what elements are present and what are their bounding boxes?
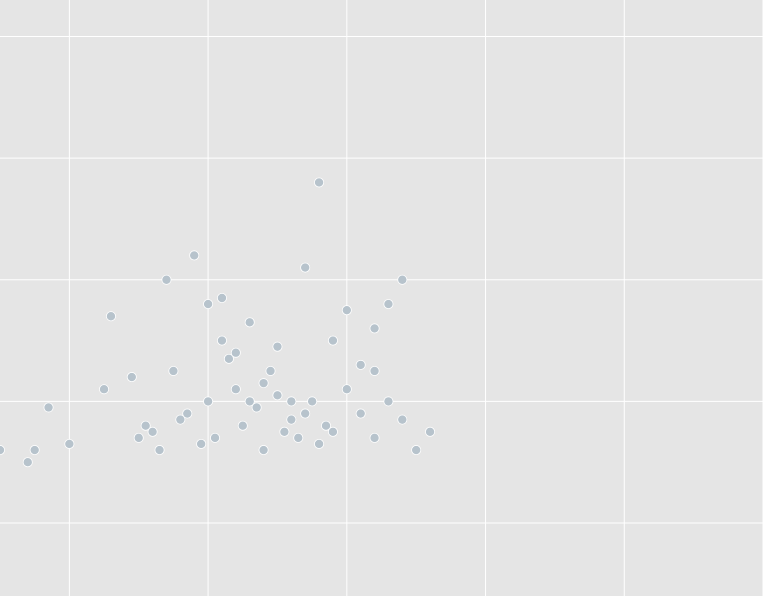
data-point bbox=[369, 365, 380, 376]
data-point bbox=[314, 177, 325, 188]
data-point bbox=[293, 432, 304, 443]
data-point bbox=[216, 335, 227, 346]
data-point bbox=[307, 396, 318, 407]
data-point bbox=[105, 311, 116, 322]
data-point bbox=[279, 426, 290, 437]
data-point bbox=[355, 359, 366, 370]
data-point bbox=[203, 299, 214, 310]
data-point bbox=[223, 353, 234, 364]
data-point bbox=[22, 457, 33, 468]
data-point bbox=[244, 317, 255, 328]
data-point bbox=[321, 420, 332, 431]
data-point bbox=[189, 250, 200, 261]
data-point bbox=[258, 445, 269, 456]
data-point bbox=[341, 384, 352, 395]
data-point bbox=[126, 372, 137, 383]
data-point bbox=[327, 426, 338, 437]
data-point bbox=[397, 414, 408, 425]
data-point bbox=[140, 420, 151, 431]
data-point bbox=[210, 432, 221, 443]
data-point bbox=[230, 347, 241, 358]
data-point bbox=[216, 292, 227, 303]
data-point bbox=[182, 408, 193, 419]
data-point bbox=[154, 445, 165, 456]
data-point bbox=[272, 390, 283, 401]
data-point bbox=[175, 414, 186, 425]
data-point bbox=[383, 396, 394, 407]
data-point bbox=[147, 426, 158, 437]
data-point bbox=[258, 378, 269, 389]
data-point bbox=[341, 305, 352, 316]
data-point bbox=[272, 341, 283, 352]
data-point bbox=[286, 396, 297, 407]
data-points bbox=[0, 177, 436, 468]
data-point bbox=[203, 396, 214, 407]
data-point bbox=[265, 365, 276, 376]
data-point bbox=[168, 365, 179, 376]
data-point bbox=[43, 402, 54, 413]
data-point bbox=[64, 438, 75, 449]
data-point bbox=[327, 335, 338, 346]
data-point bbox=[286, 414, 297, 425]
data-point bbox=[230, 384, 241, 395]
data-point bbox=[411, 445, 422, 456]
data-point bbox=[133, 432, 144, 443]
data-point bbox=[29, 445, 40, 456]
data-point bbox=[99, 384, 110, 395]
data-point bbox=[425, 426, 436, 437]
data-point bbox=[369, 432, 380, 443]
data-point bbox=[300, 262, 311, 273]
data-point bbox=[355, 408, 366, 419]
data-point bbox=[314, 438, 325, 449]
data-point bbox=[237, 420, 248, 431]
data-point bbox=[251, 402, 262, 413]
data-point bbox=[244, 396, 255, 407]
data-point bbox=[369, 323, 380, 334]
data-point bbox=[196, 438, 207, 449]
data-point bbox=[397, 274, 408, 285]
data-point bbox=[161, 274, 172, 285]
data-point bbox=[300, 408, 311, 419]
data-point bbox=[0, 445, 5, 456]
data-point bbox=[383, 299, 394, 310]
